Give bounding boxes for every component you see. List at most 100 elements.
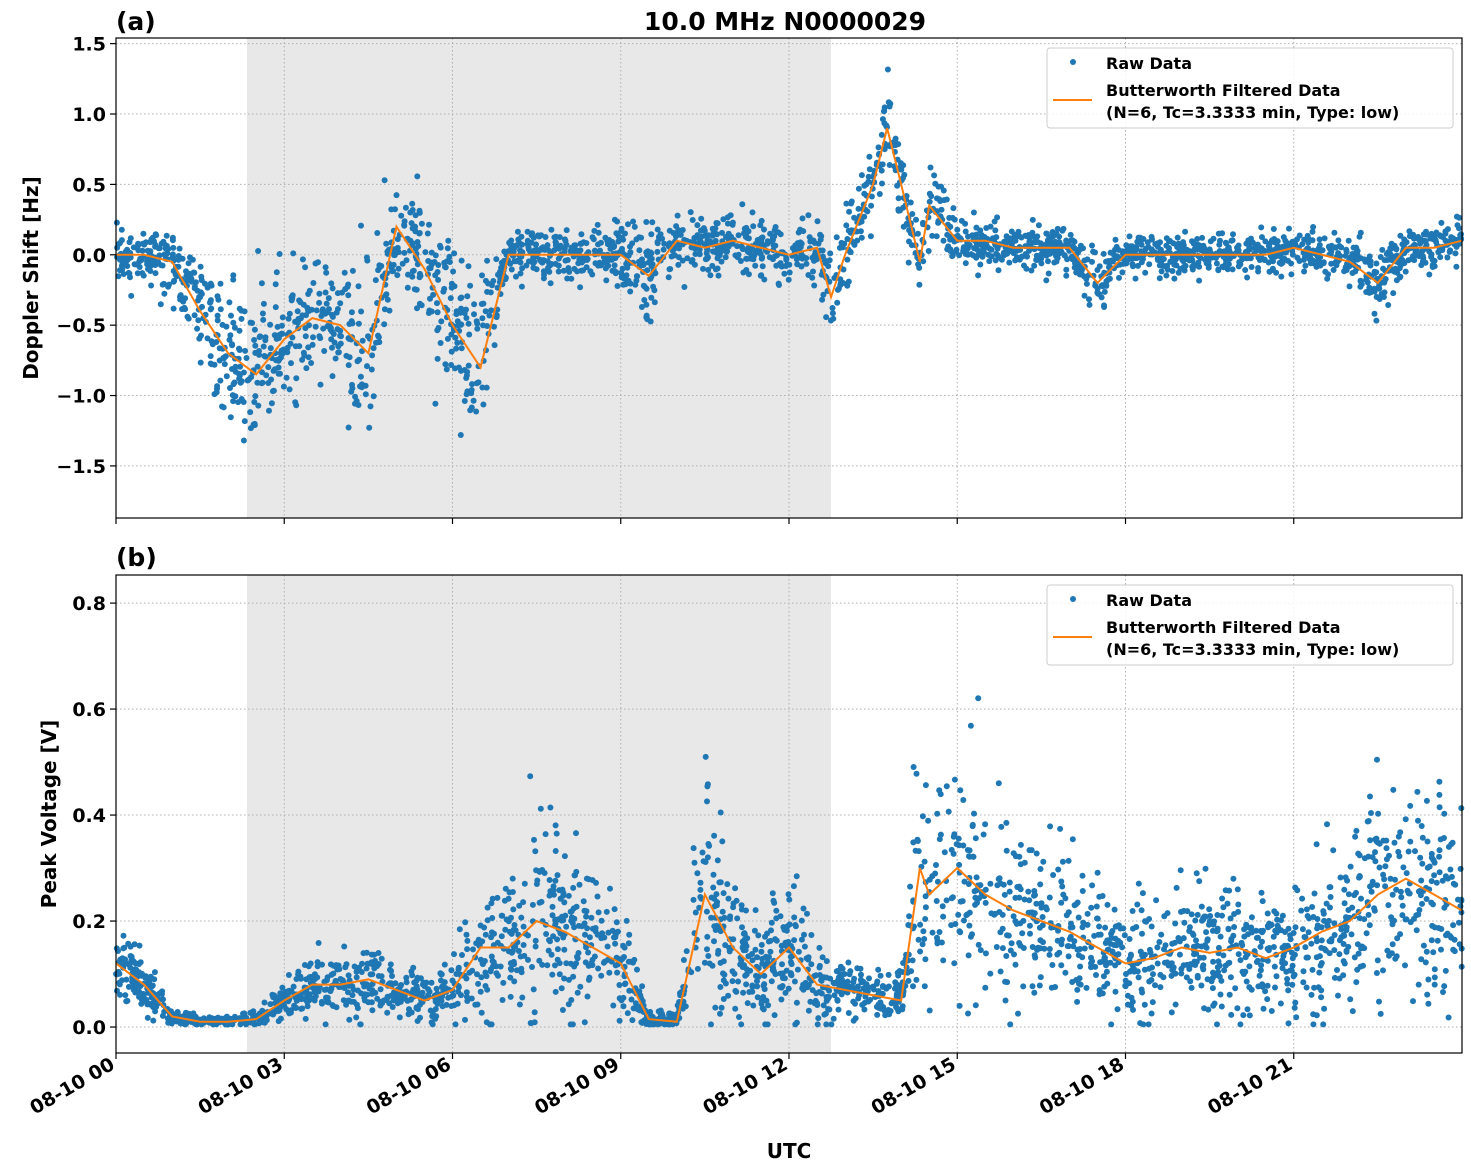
raw-data-point	[1405, 257, 1412, 264]
raw-data-point	[263, 372, 270, 379]
raw-data-point	[1139, 890, 1146, 897]
raw-data-point	[921, 936, 928, 942]
raw-data-point	[771, 899, 778, 906]
raw-data-point	[1173, 884, 1180, 891]
raw-data-point	[1416, 888, 1423, 894]
raw-data-point	[1102, 958, 1109, 965]
raw-data-point	[1089, 882, 1096, 889]
raw-data-point	[740, 930, 747, 937]
raw-data-point	[1447, 866, 1454, 873]
raw-data-point	[230, 381, 237, 388]
raw-data-point	[680, 957, 687, 963]
raw-data-point	[721, 914, 728, 921]
raw-data-point	[1146, 946, 1153, 953]
raw-data-point	[446, 259, 453, 265]
raw-data-point	[883, 122, 890, 129]
raw-data-point	[705, 953, 712, 959]
raw-data-point	[346, 354, 353, 361]
raw-data-point	[700, 265, 706, 272]
raw-data-point	[394, 272, 401, 279]
raw-data-point	[409, 200, 416, 207]
raw-data-point	[438, 971, 445, 978]
raw-data-point	[844, 256, 851, 263]
raw-data-point	[147, 248, 154, 255]
raw-data-point	[929, 232, 936, 239]
raw-data-point	[1177, 867, 1184, 874]
raw-data-point	[779, 975, 786, 981]
raw-data-point	[960, 842, 967, 849]
raw-data-point	[1156, 939, 1163, 945]
raw-data-point	[767, 948, 774, 955]
raw-data-point	[709, 262, 716, 269]
raw-data-point	[830, 1015, 837, 1022]
raw-data-point	[1372, 836, 1379, 843]
raw-data-point	[603, 908, 610, 915]
raw-data-point	[878, 131, 885, 138]
raw-data-point	[455, 964, 462, 971]
raw-data-point	[1141, 1001, 1148, 1008]
raw-data-point	[1065, 953, 1072, 960]
raw-data-point	[1130, 263, 1136, 270]
raw-data-point	[994, 214, 1001, 221]
raw-data-point	[1169, 967, 1176, 973]
raw-data-point	[1239, 968, 1246, 975]
raw-data-point	[626, 987, 633, 994]
raw-data-point	[1078, 270, 1085, 277]
raw-data-point	[1107, 959, 1114, 966]
raw-data-point	[640, 282, 647, 289]
raw-data-point	[910, 983, 916, 990]
raw-data-point	[618, 225, 625, 232]
raw-data-point	[1094, 285, 1101, 292]
raw-data-point	[196, 335, 203, 342]
raw-data-point	[1117, 925, 1124, 932]
raw-data-point	[965, 881, 972, 887]
raw-data-point	[238, 315, 245, 322]
raw-data-point	[377, 986, 384, 993]
raw-data-point	[143, 998, 150, 1005]
raw-data-point	[1274, 922, 1281, 929]
raw-data-point	[735, 232, 742, 239]
raw-data-point	[744, 1000, 751, 1007]
raw-data-point	[285, 972, 292, 978]
raw-data-point	[823, 958, 830, 965]
raw-data-point	[913, 770, 920, 777]
raw-data-point	[1017, 886, 1024, 893]
raw-data-point	[1450, 235, 1457, 242]
raw-data-point	[1001, 891, 1008, 898]
raw-data-point	[1264, 982, 1271, 989]
raw-data-point	[551, 247, 558, 254]
raw-data-point	[708, 914, 715, 921]
raw-data-point	[366, 424, 373, 431]
raw-data-point	[1063, 238, 1070, 245]
raw-data-point	[785, 985, 792, 992]
raw-data-point	[345, 972, 352, 979]
raw-data-point	[367, 403, 374, 410]
raw-data-point	[326, 306, 332, 313]
raw-data-point	[1094, 915, 1100, 922]
raw-data-point	[866, 975, 872, 982]
raw-data-point	[255, 402, 262, 409]
raw-data-point	[847, 249, 854, 256]
raw-data-point	[1154, 243, 1161, 250]
raw-data-point	[1235, 901, 1242, 908]
raw-data-point	[409, 972, 416, 979]
raw-data-point	[1081, 292, 1088, 299]
raw-data-point	[1406, 890, 1413, 897]
raw-data-point	[310, 280, 317, 286]
raw-data-point	[1437, 254, 1444, 261]
raw-data-point	[119, 258, 126, 265]
raw-data-point	[1289, 955, 1296, 962]
raw-data-point	[1375, 283, 1382, 290]
raw-data-point	[545, 947, 552, 954]
raw-data-point	[517, 953, 524, 960]
raw-data-point	[1033, 900, 1040, 907]
raw-data-point	[1288, 260, 1295, 267]
raw-data-point	[329, 373, 336, 380]
raw-data-point	[445, 994, 452, 1001]
raw-data-point	[314, 959, 321, 966]
raw-data-point	[531, 1019, 538, 1026]
raw-data-point	[1402, 268, 1409, 275]
raw-data-point	[1434, 937, 1441, 944]
raw-data-point	[694, 222, 701, 229]
raw-data-point	[537, 805, 544, 812]
